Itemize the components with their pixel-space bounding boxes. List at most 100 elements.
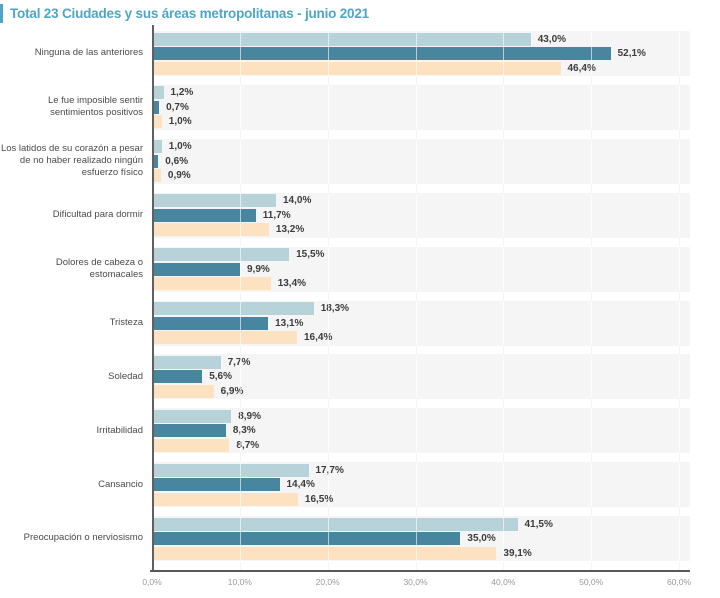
- bar-light-blue-series: [153, 194, 276, 208]
- bar-peach-series: [153, 169, 161, 183]
- value-label: 11,7%: [262, 209, 291, 221]
- category-row: Cansancio 17,7% 14,4% 16,5%: [0, 462, 690, 516]
- bar-dark-teal-series: [153, 262, 240, 276]
- bar-group-item: 14,0%: [153, 194, 690, 208]
- bar-group-item: 13,1%: [153, 316, 690, 330]
- value-label: 0,7%: [166, 101, 189, 113]
- bar-light-blue-series: [153, 463, 309, 477]
- bar-group-item: 1,0%: [153, 140, 690, 154]
- bar-dark-teal-series: [153, 370, 203, 384]
- category-band: 14,0% 11,7% 13,2%: [153, 192, 690, 238]
- value-label: 18,3%: [320, 303, 350, 315]
- value-label: 7,7%: [228, 356, 251, 369]
- category-label: Dolores de cabeza o estomacales: [55, 256, 143, 281]
- value-label: 8,7%: [236, 439, 260, 451]
- category-label: Preocupación o nerviosismo: [23, 532, 143, 544]
- value-label: 39,1%: [503, 547, 532, 559]
- grouped-bar-chart: Ninguna de las anteriores 43,0% 52,1% 46,4%…: [0, 25, 720, 593]
- value-label: 16,5%: [304, 493, 334, 505]
- value-label: 41,5%: [524, 518, 553, 530]
- value-label: 0,6%: [165, 155, 189, 167]
- value-label: 16,4%: [304, 332, 333, 344]
- category-band: 1,0% 0,6% 0,9%: [153, 138, 690, 184]
- category-label: Le fue imposible sentir sentimientos pos…: [47, 95, 143, 119]
- chart-rows: Ninguna de las anteriores 43,0% 52,1% 46,4%…: [0, 31, 690, 570]
- value-label: 6,9%: [220, 385, 244, 397]
- gridline-overlay: [327, 31, 329, 570]
- category-band: 43,0% 52,1% 46,4%: [153, 31, 690, 76]
- bar-dark-teal-series: [153, 478, 280, 492]
- category-band: 1,2% 0,7% 1,0%: [153, 84, 690, 130]
- value-label: 9,9%: [247, 263, 270, 275]
- bar-group-item: 15,5%: [153, 248, 690, 262]
- bar-peach-series: [153, 438, 230, 452]
- bar-group-item: 16,4%: [153, 331, 690, 345]
- category-row: Le fue imposible sentir sentimientos pos…: [0, 84, 690, 139]
- value-label: 14,0%: [283, 195, 312, 207]
- category-label: Cansancio: [98, 478, 143, 490]
- category-row: Irritabilidad 8,9% 8,3% 8,7%: [0, 408, 690, 462]
- bar-group-item: 6,9%: [153, 384, 690, 398]
- x-tick-label: 60,0%: [666, 577, 692, 587]
- x-axis-tick-labels: 0,0% 10,0% 20,0% 30,0% 40,0% 50,0% 60,0%: [0, 577, 720, 591]
- value-label: 1,2%: [170, 87, 194, 99]
- bar-dark-teal-series: [153, 47, 611, 60]
- bar-peach-series: [153, 546, 497, 560]
- bar-light-blue-series: [153, 248, 290, 262]
- bar-group-item: 8,9%: [153, 409, 690, 423]
- x-tick-label: 10,0%: [227, 577, 252, 587]
- bar-light-blue-series: [153, 302, 314, 316]
- category-row: Los latidos de su corazón a pesar de no …: [0, 138, 690, 193]
- value-label: 1,0%: [168, 141, 192, 153]
- bar-group-item: 41,5%: [153, 517, 690, 531]
- bar-group-item: 14,4%: [153, 478, 690, 492]
- category-label: Ninguna de las anteriores: [34, 47, 143, 59]
- bar-light-blue-series: [153, 140, 162, 154]
- category-band: 7,7% 5,6% 6,9%: [153, 354, 690, 400]
- value-label: 52,1%: [617, 48, 646, 59]
- bar-dark-teal-series: [153, 532, 461, 546]
- value-label: 5,6%: [209, 371, 232, 383]
- x-tick-label: 30,0%: [403, 577, 428, 587]
- bar-group-item: 8,7%: [153, 438, 690, 452]
- chart-header: Total 23 Ciudades y sus áreas metropolit…: [0, 4, 369, 23]
- x-tick-label: 50,0%: [579, 577, 604, 587]
- value-label: 35,0%: [467, 533, 496, 545]
- x-tick-label: 0,0%: [142, 577, 162, 587]
- bar-group-item: 46,4%: [153, 61, 690, 75]
- gridline-overlay: [415, 31, 417, 570]
- category-band: 8,9% 8,3% 8,7%: [153, 408, 690, 454]
- bar-light-blue-series: [153, 517, 518, 531]
- x-tick-label: 40,0%: [491, 577, 516, 587]
- bar-dark-teal-series: [153, 208, 256, 222]
- value-label: 13,2%: [275, 224, 305, 236]
- value-label: 15,5%: [296, 249, 325, 261]
- value-label: 14,4%: [286, 479, 315, 491]
- bar-group-item: 39,1%: [153, 546, 690, 560]
- bar-group-item: 8,3%: [153, 424, 690, 438]
- category-label: Irritabilidad: [96, 424, 143, 436]
- bar-group-item: 17,7%: [153, 463, 690, 477]
- category-label: Soledad: [108, 370, 143, 382]
- category-band: 41,5% 35,0% 39,1%: [153, 516, 690, 562]
- bar-group-item: 11,7%: [153, 208, 690, 222]
- x-axis-line: [150, 570, 690, 572]
- gridline-overlay: [679, 31, 680, 570]
- category-band: 18,3% 13,1% 16,4%: [153, 300, 690, 346]
- gridline-overlay: [591, 31, 593, 570]
- gridline-overlay: [239, 31, 241, 570]
- bar-peach-series: [153, 331, 297, 345]
- bar-group-item: 1,2%: [153, 86, 690, 100]
- value-label: 8,9%: [238, 410, 261, 422]
- value-label: 0,9%: [167, 170, 191, 182]
- bar-peach-series: [153, 384, 214, 398]
- bar-light-blue-series: [153, 32, 531, 46]
- category-row: Dificultad para dormir 14,0% 11,7% 13,2%: [0, 192, 690, 247]
- bar-peach-series: [153, 223, 269, 237]
- bar-peach-series: [153, 277, 271, 291]
- value-label: 8,3%: [232, 425, 256, 437]
- bar-group-item: 13,2%: [153, 223, 690, 237]
- bar-dark-teal-series: [153, 100, 160, 114]
- bar-group-item: 18,3%: [153, 302, 690, 316]
- gridline-overlay: [503, 31, 505, 570]
